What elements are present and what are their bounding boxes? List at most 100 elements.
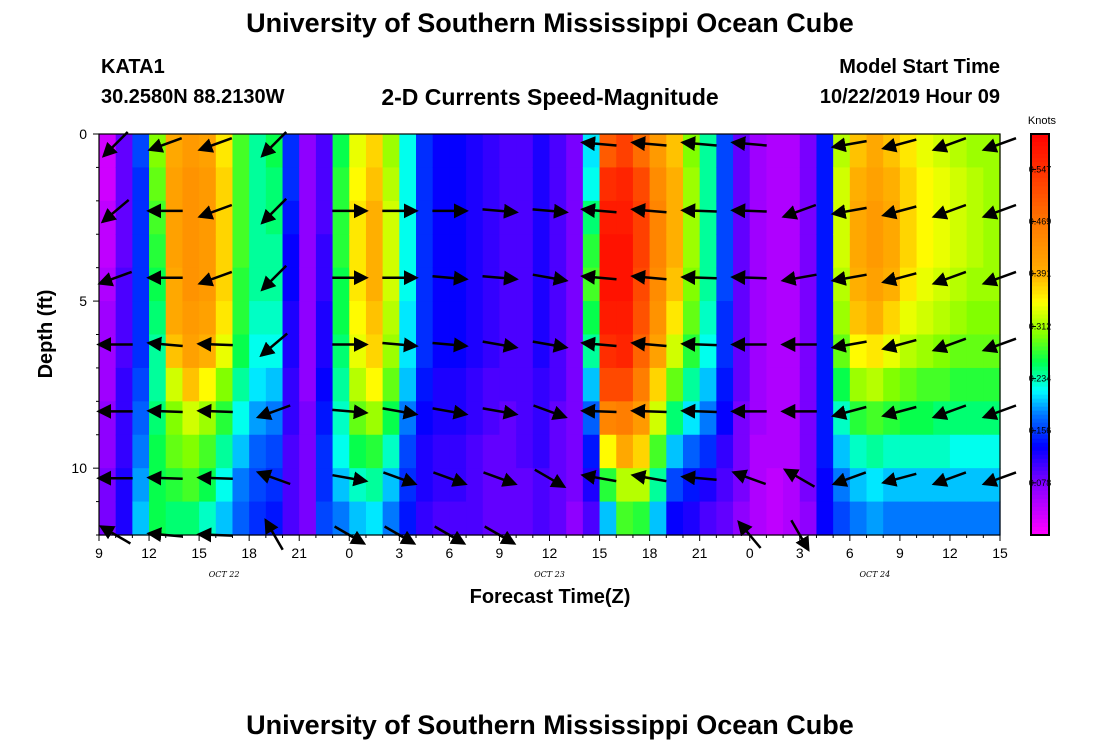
heatmap-cell [866, 267, 884, 302]
heatmap-cell [115, 167, 133, 202]
heatmap-cell [666, 367, 684, 402]
heatmap-cell [883, 367, 901, 402]
heatmap-cell [249, 234, 267, 269]
heatmap-cell [599, 267, 617, 302]
x-tick-label: 12 [141, 545, 157, 561]
heatmap-cell [315, 334, 334, 369]
colorbar-swatch [1031, 270, 1049, 275]
heatmap-cell [749, 334, 768, 369]
heatmap-cell [466, 501, 484, 536]
heatmap-cell [682, 167, 701, 202]
heatmap-cell [632, 401, 651, 436]
heatmap-cell [966, 367, 984, 402]
heatmap-cell [883, 267, 901, 302]
colorbar-tick-label: 0.547 [1029, 164, 1052, 174]
heatmap-cell [132, 434, 150, 469]
heatmap-cell [365, 334, 384, 369]
heatmap-cell [449, 134, 467, 169]
current-vector-arrow [260, 197, 288, 225]
heatmap-cell [816, 234, 834, 269]
heatmap-cell [115, 401, 133, 436]
heatmap-cell [315, 367, 334, 402]
heatmap-cell [933, 134, 951, 169]
colorbar-swatch [1031, 414, 1049, 420]
heatmap-cell [349, 301, 367, 336]
heatmap-cell [332, 267, 350, 302]
colorbar-swatch [1031, 374, 1049, 380]
heatmap-cell [165, 367, 184, 402]
heatmap-cell [682, 468, 701, 503]
heatmap-cell [132, 134, 150, 169]
heatmap-cell [699, 134, 717, 169]
heatmap-cell [466, 134, 484, 169]
heatmap-cell [532, 301, 551, 336]
heatmap-cell [99, 434, 117, 469]
heatmap-cell [165, 301, 184, 336]
heatmap-cell [299, 367, 317, 402]
heatmap-cell [966, 167, 984, 202]
heatmap-cell [649, 367, 667, 402]
heatmap-cell [983, 234, 1001, 269]
heatmap-cell [966, 200, 984, 235]
heatmap-cell [649, 501, 667, 536]
heatmap-cell [232, 134, 250, 169]
heatmap-cell [699, 301, 717, 336]
heatmap-cell [199, 468, 217, 503]
heatmap-cell [382, 200, 400, 235]
heatmap-cell [883, 134, 901, 169]
colorbar-swatch [1031, 266, 1049, 271]
current-vector-arrow [146, 470, 183, 486]
heatmap-cell [115, 367, 133, 402]
heatmap-cell [933, 200, 951, 235]
current-vector-arrow [680, 270, 717, 286]
current-vector-arrow [332, 471, 369, 487]
heatmap-cell [549, 167, 567, 202]
heatmap-cell [766, 134, 784, 169]
heatmap-cell [499, 200, 517, 235]
heatmap-cell [532, 267, 551, 302]
heatmap-cell [749, 501, 768, 536]
x-tick-label: 0 [345, 545, 353, 561]
heatmap-cell [666, 301, 684, 336]
current-vector-arrow [260, 131, 288, 158]
heatmap-cell [416, 334, 434, 369]
colorbar-swatch [1031, 274, 1049, 279]
heatmap-cell [516, 234, 534, 269]
heatmap-cell [666, 501, 684, 536]
heatmap-cell [599, 167, 617, 202]
colorbar-swatch [1031, 530, 1049, 536]
heatmap-cell [182, 434, 200, 469]
heatmap-cell [499, 134, 517, 169]
heatmap-cell [149, 134, 167, 169]
heatmap-cell [199, 434, 217, 469]
heatmap-cell [699, 468, 717, 503]
heatmap-cell [399, 501, 417, 536]
heatmap-cell [766, 301, 784, 336]
colorbar-swatch [1031, 514, 1049, 520]
colorbar-unit-label: Knots [1028, 115, 1057, 127]
current-vector-arrow [97, 270, 133, 287]
heatmap-cell [249, 367, 267, 402]
colorbar-tick-label: 0.469 [1029, 217, 1052, 227]
heatmap-cell [466, 334, 484, 369]
heatmap-cell [282, 134, 300, 169]
current-vector-arrow [680, 136, 717, 152]
heatmap-cell [182, 234, 200, 269]
colorbar-swatch [1031, 462, 1049, 468]
heatmap-cell [499, 167, 517, 202]
x-tick-label: 6 [445, 545, 453, 561]
heatmap-cell [416, 267, 434, 302]
heatmap-cell [399, 434, 417, 469]
current-vector-arrow [931, 137, 967, 153]
heatmap-cell [799, 334, 818, 369]
heatmap-cell [566, 468, 584, 503]
heatmap-cell [382, 167, 400, 202]
station-id: KATA1 [101, 56, 165, 78]
heatmap-cell [866, 200, 884, 235]
heatmap-cell [582, 401, 601, 436]
heatmap-cell [399, 468, 417, 503]
colorbar-swatch [1031, 138, 1049, 143]
heatmap-cell [783, 134, 801, 169]
heatmap-cell [949, 434, 968, 469]
heatmap-cell [966, 401, 984, 436]
